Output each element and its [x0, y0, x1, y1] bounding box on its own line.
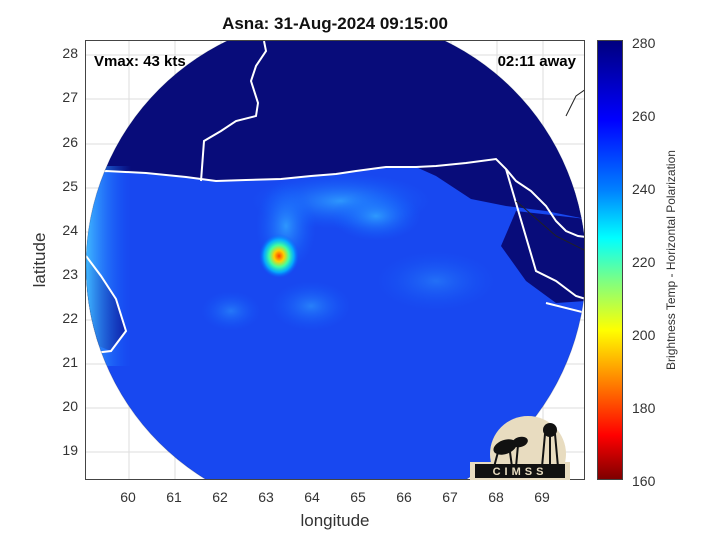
y-tick: 27	[62, 89, 78, 105]
colorbar-tick: 220	[632, 254, 656, 270]
x-tick: 61	[166, 489, 182, 505]
colorbar-tick: 280	[632, 35, 656, 51]
y-tick: 25	[62, 178, 78, 194]
time-away-annotation: 02:11 away	[497, 53, 576, 70]
x-axis-label: longitude	[300, 511, 370, 530]
x-tick: 68	[488, 489, 504, 505]
y-tick: 24	[62, 222, 78, 238]
map-title: Asna: 31-Aug-2024 09:15:00	[222, 14, 448, 33]
x-tick: 65	[350, 489, 366, 505]
storm-core	[259, 234, 299, 278]
x-tick: 66	[396, 489, 412, 505]
map-plot-area: Vmax: 43 kts 02:11 away	[85, 40, 585, 480]
y-tick: 20	[62, 398, 78, 414]
colorbar-tick: 260	[632, 108, 656, 124]
colorbar-label: Brightness Temp - Horizontal Polarizatio…	[664, 150, 678, 370]
y-axis-label: latitude	[30, 232, 49, 288]
brightness-temp-map	[86, 41, 584, 479]
colorbar-tick: 180	[632, 400, 656, 416]
y-tick: 22	[62, 310, 78, 326]
y-tick: 23	[62, 266, 78, 282]
colorbar	[597, 40, 623, 480]
satellite-swath	[86, 41, 584, 479]
x-tick: 64	[304, 489, 320, 505]
colorbar-tick: 160	[632, 473, 656, 489]
y-tick: 26	[62, 134, 78, 150]
x-tick: 63	[258, 489, 274, 505]
vmax-annotation: Vmax: 43 kts	[94, 53, 186, 70]
x-tick: 69	[534, 489, 550, 505]
x-tick: 62	[212, 489, 228, 505]
x-tick: 67	[442, 489, 458, 505]
logo-text: CIMSS	[493, 466, 548, 478]
y-tick: 19	[62, 442, 78, 458]
y-tick: 21	[62, 354, 78, 370]
cimss-logo: CIMSS	[470, 412, 570, 492]
colorbar-tick: 240	[632, 181, 656, 197]
y-tick: 28	[62, 45, 78, 61]
x-tick: 60	[120, 489, 136, 505]
colorbar-tick: 200	[632, 327, 656, 343]
